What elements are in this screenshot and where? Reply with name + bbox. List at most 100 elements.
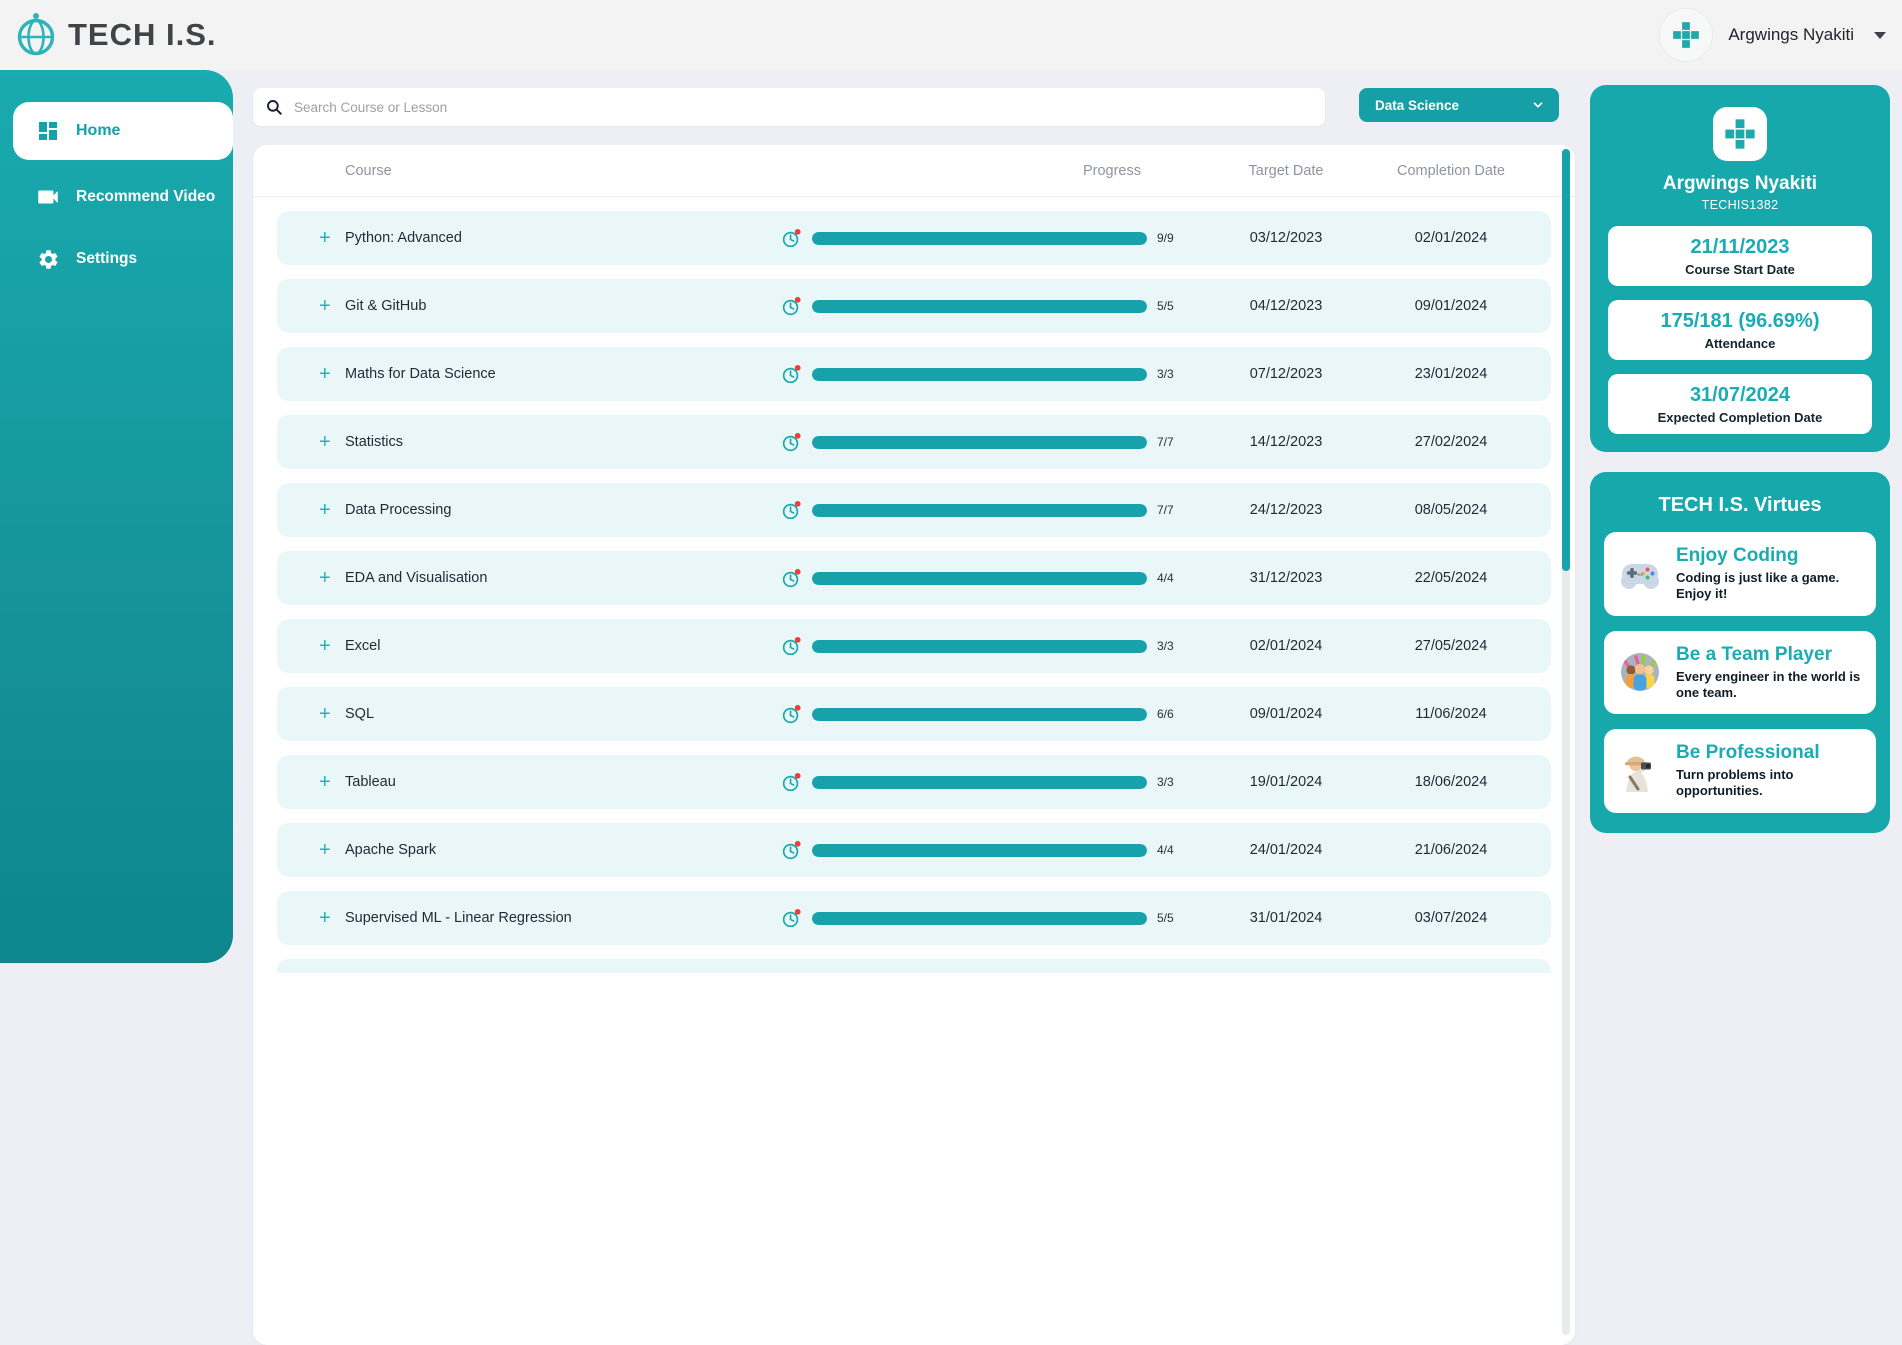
course-name: Data Processing xyxy=(345,502,781,518)
table-row[interactable]: + Tableau xyxy=(277,755,1551,809)
table-row[interactable]: + SQL xyxy=(277,687,1551,741)
user-menu[interactable]: Argwings Nyakiti xyxy=(1660,9,1886,61)
progress-cell: 6/6 xyxy=(781,704,1211,725)
profile-name: Argwings Nyakiti xyxy=(1608,173,1872,195)
column-header-completion-date: Completion Date xyxy=(1361,163,1541,179)
target-date: 07/12/2023 xyxy=(1211,366,1361,382)
chevron-down-icon xyxy=(1874,32,1886,39)
virtue-enjoy-coding: Enjoy Coding Coding is just like a game.… xyxy=(1604,532,1876,616)
column-header-progress: Progress xyxy=(781,163,1211,179)
expand-plus-icon[interactable]: + xyxy=(319,432,345,452)
sidebar-item-recommend-video[interactable]: Recommend Video xyxy=(0,174,233,220)
target-date: 31/12/2023 xyxy=(1211,570,1361,586)
course-name: Apache Spark xyxy=(345,842,781,858)
column-header-target-date: Target Date xyxy=(1211,163,1361,179)
expand-plus-icon[interactable]: + xyxy=(319,228,345,248)
plus-cross-icon xyxy=(1672,21,1700,49)
target-date: 19/01/2024 xyxy=(1211,774,1361,790)
table-row[interactable]: + Statistics xyxy=(277,415,1551,469)
progress-cell: 5/5 xyxy=(781,296,1211,317)
logo-text: TECH I.S. xyxy=(68,17,217,53)
search-icon xyxy=(265,98,283,116)
globe-icon xyxy=(14,9,58,62)
expand-plus-icon[interactable]: + xyxy=(319,568,345,588)
progress-bar xyxy=(812,844,1147,857)
expand-plus-icon[interactable]: + xyxy=(319,908,345,928)
clock-alert-icon xyxy=(781,908,802,929)
table-row[interactable]: + Git & GitHub xyxy=(277,279,1551,333)
completion-date: 27/05/2024 xyxy=(1361,638,1541,654)
progress-bar xyxy=(812,572,1147,585)
virtues-title: TECH I.S. Virtues xyxy=(1604,494,1876,517)
progress-fraction: 3/3 xyxy=(1157,367,1174,381)
progress-cell: 9/9 xyxy=(781,228,1211,249)
expand-plus-icon[interactable]: + xyxy=(319,500,345,520)
dashboard-icon xyxy=(35,118,61,144)
course-name: Tableau xyxy=(345,774,781,790)
progress-bar xyxy=(812,776,1147,789)
course-table: Course Progress Target Date Completion D… xyxy=(253,145,1575,1345)
profile-avatar xyxy=(1713,107,1767,161)
sidebar-item-settings[interactable]: Settings xyxy=(0,236,233,282)
progress-bar xyxy=(812,436,1147,449)
clock-alert-icon xyxy=(781,704,802,725)
search-box[interactable] xyxy=(253,88,1325,126)
completion-date: 22/05/2024 xyxy=(1361,570,1541,586)
table-row[interactable]: + EDA and Visualisation xyxy=(277,551,1551,605)
progress-bar xyxy=(812,640,1147,653)
progress-cell: 7/7 xyxy=(781,500,1211,521)
target-date: 31/01/2024 xyxy=(1211,910,1361,926)
table-row[interactable]: + Excel xyxy=(277,619,1551,673)
expand-plus-icon[interactable]: + xyxy=(319,772,345,792)
video-camera-icon xyxy=(35,184,61,210)
virtue-be-professional: Be Professional Turn problems into oppor… xyxy=(1604,729,1876,813)
progress-fraction: 6/6 xyxy=(1157,707,1174,721)
plus-cross-icon xyxy=(1724,118,1756,150)
expand-plus-icon[interactable]: + xyxy=(319,840,345,860)
table-row[interactable]: + Supervised ML - Linear Regression xyxy=(277,891,1551,945)
brand-logo: TECH I.S. xyxy=(14,9,217,62)
clock-alert-icon xyxy=(781,296,802,317)
stat-label: Course Start Date xyxy=(1614,262,1866,277)
table-row[interactable]: + Python: Advanced xyxy=(277,211,1551,265)
user-name: Argwings Nyakiti xyxy=(1728,25,1854,45)
course-name: Excel xyxy=(345,638,781,654)
clock-alert-icon xyxy=(781,636,802,657)
course-name: EDA and Visualisation xyxy=(345,570,781,586)
sidebar-item-home[interactable]: Home xyxy=(13,102,233,160)
category-dropdown[interactable]: Data Science xyxy=(1359,88,1559,122)
virtue-title: Enjoy Coding xyxy=(1676,545,1864,567)
expand-plus-icon[interactable]: + xyxy=(319,364,345,384)
profile-member-id: TECHIS1382 xyxy=(1608,198,1872,212)
progress-bar xyxy=(812,504,1147,517)
completion-date: 18/06/2024 xyxy=(1361,774,1541,790)
progress-cell: 3/3 xyxy=(781,364,1211,385)
course-name: Git & GitHub xyxy=(345,298,781,314)
target-date: 03/12/2023 xyxy=(1211,230,1361,246)
table-scrollbar-track xyxy=(1562,149,1570,1335)
chevron-down-icon xyxy=(1531,98,1545,112)
expand-plus-icon[interactable]: + xyxy=(319,704,345,724)
virtue-title: Be a Team Player xyxy=(1676,644,1864,666)
profile-card: Argwings Nyakiti TECHIS1382 21/11/2023 C… xyxy=(1590,85,1890,452)
table-row[interactable]: + Apache Spark xyxy=(277,823,1551,877)
expand-plus-icon[interactable]: + xyxy=(319,296,345,316)
completion-date: 03/07/2024 xyxy=(1361,910,1541,926)
search-input[interactable] xyxy=(292,99,1313,116)
stat-course-start-date: 21/11/2023 Course Start Date xyxy=(1608,226,1872,286)
clock-alert-icon xyxy=(781,840,802,861)
table-row[interactable]: + Data Processing xyxy=(277,483,1551,537)
target-date: 24/01/2024 xyxy=(1211,842,1361,858)
course-name: Python: Advanced xyxy=(345,230,781,246)
progress-fraction: 4/4 xyxy=(1157,571,1174,585)
progress-bar xyxy=(812,912,1147,925)
clock-alert-icon xyxy=(781,772,802,793)
progress-fraction: 5/5 xyxy=(1157,299,1174,313)
table-scrollbar-thumb[interactable] xyxy=(1562,149,1570,571)
progress-fraction: 4/4 xyxy=(1157,843,1174,857)
table-row[interactable]: + Maths for Data Science xyxy=(277,347,1551,401)
expand-plus-icon[interactable]: + xyxy=(319,636,345,656)
completion-date: 02/01/2024 xyxy=(1361,230,1541,246)
course-name: Statistics xyxy=(345,434,781,450)
progress-fraction: 9/9 xyxy=(1157,231,1174,245)
